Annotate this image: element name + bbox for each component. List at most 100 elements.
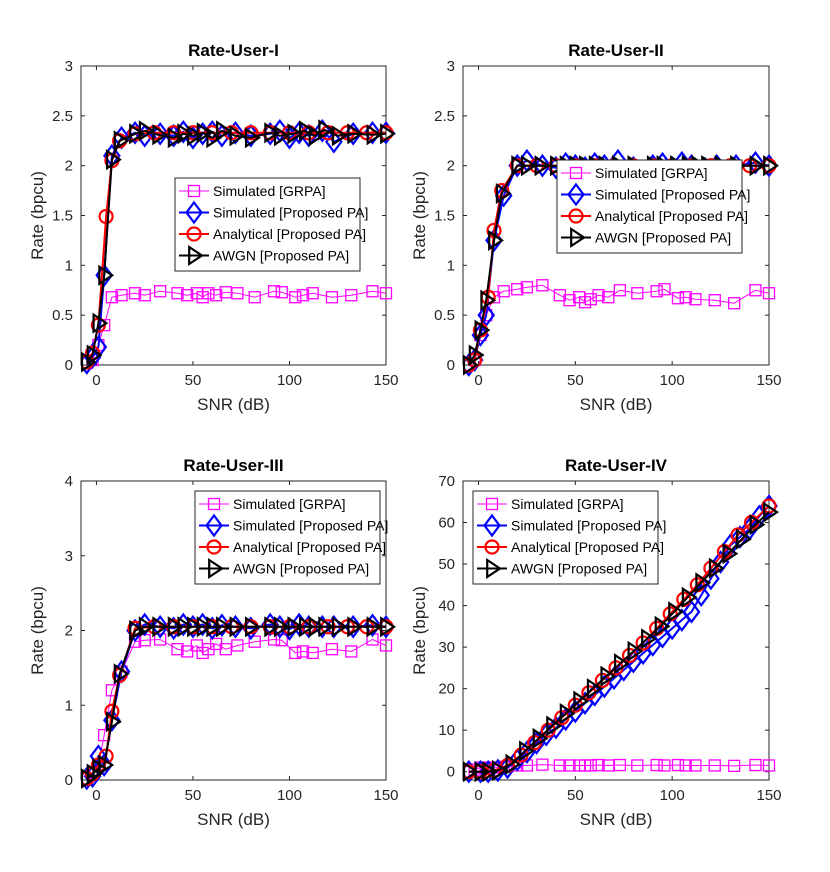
x-tick-label: 100 — [277, 372, 302, 389]
data-point-triangle-right — [113, 130, 130, 152]
data-point-triangle-right — [299, 616, 315, 638]
chart-title: Rate-User-I — [188, 41, 279, 60]
data-point-triangle-right — [735, 528, 752, 550]
x-tick-label: 100 — [660, 372, 685, 389]
data-point-triangle-right — [129, 619, 146, 642]
legend-marker-triangle-right — [570, 226, 586, 249]
data-point-triangle-right — [299, 120, 315, 142]
data-point-triangle-right — [244, 616, 261, 638]
data-point-square — [379, 287, 393, 300]
data-point-triangle-right — [695, 572, 712, 594]
series-group — [463, 494, 779, 784]
data-point-square — [658, 283, 671, 296]
x-tick-label: 150 — [373, 787, 398, 804]
y-tick-label: 40 — [438, 598, 455, 615]
data-point-triangle-right — [488, 229, 504, 251]
y-tick-label: 2.5 — [52, 108, 73, 125]
legend-label: Analytical [Proposed PA] — [213, 226, 366, 242]
data-point-square — [275, 286, 288, 299]
data-point-triangle-right — [308, 616, 325, 638]
legend-marker-diamond — [483, 513, 501, 538]
data-point-triangle-right — [105, 149, 122, 171]
y-tick-label: 1.5 — [434, 208, 455, 225]
data-point-triangle-right — [586, 678, 603, 700]
data-point-triangle-right — [177, 123, 194, 145]
data-point-triangle-right — [216, 120, 232, 142]
legend-marker-circle — [206, 539, 222, 555]
data-point-square — [202, 287, 215, 300]
legend-marker-diamond — [205, 513, 223, 538]
y-tick-label: 2 — [65, 158, 73, 175]
chart-panel-3: Rate-User-III 0 50 100 150 0 1 2 3 4 SNR (dB) Rate … — [28, 456, 399, 829]
y-tick-label: 1 — [65, 257, 73, 274]
data-point-triangle-right — [113, 663, 130, 685]
y-tick-label: 0 — [65, 772, 73, 789]
data-point-triangle-right — [480, 289, 497, 311]
legend-marker-square — [187, 184, 201, 198]
data-point-square — [727, 759, 741, 773]
data-point-triangle-right — [86, 344, 103, 366]
data-point-square — [248, 635, 261, 648]
legend-label: Simulated [Proposed PA] — [233, 518, 388, 534]
data-point-square — [727, 297, 741, 310]
data-point-triangle-right — [532, 727, 549, 750]
series-group — [81, 612, 396, 791]
data-point-square — [762, 759, 776, 772]
data-point-square — [115, 289, 128, 302]
data-point-triangle-right — [559, 703, 576, 725]
chart-title: Rate-User-IV — [565, 456, 668, 475]
legend: Simulated [GRPA] Simulated [Proposed PA] A… — [472, 490, 666, 585]
data-point-square — [497, 285, 510, 298]
data-point-square — [650, 758, 663, 772]
data-point-triangle-right — [347, 616, 364, 638]
x-tick-label: 0 — [92, 372, 100, 389]
data-point-triangle-right — [264, 122, 281, 144]
data-point-square — [138, 289, 151, 302]
data-point-triangle-right — [491, 759, 508, 781]
data-point-square — [584, 293, 597, 306]
legend-marker-square — [485, 497, 499, 511]
legend-label: AWGN [Proposed PA] — [511, 561, 647, 577]
data-point-triangle-right — [138, 120, 155, 142]
data-point-square — [128, 287, 142, 300]
legend: Simulated [GRPA] Simulated [Proposed PA] A… — [556, 159, 750, 254]
data-point-triangle-right — [273, 616, 290, 638]
data-point-triangle-right — [534, 155, 551, 177]
y-tick-label: 1 — [65, 697, 73, 714]
data-point-triangle-right — [668, 601, 685, 623]
y-axis-label: Rate (bpcu) — [28, 586, 47, 675]
x-tick-label: 50 — [185, 372, 202, 389]
data-point-triangle-right — [749, 155, 766, 177]
legend-marker-triangle-right — [208, 557, 224, 580]
data-point-triangle-right — [482, 761, 499, 783]
data-point-triangle-right — [105, 711, 122, 733]
legend-label: AWGN [Proposed PA] — [233, 561, 369, 577]
data-point-square — [631, 287, 644, 300]
y-tick-label: 0 — [447, 764, 455, 781]
data-point-square — [289, 291, 302, 304]
data-point-triangle-right — [366, 124, 383, 146]
data-point-triangle-right — [229, 125, 246, 147]
data-point-triangle-right — [187, 125, 203, 147]
data-point-square — [536, 279, 549, 292]
data-point-square — [679, 291, 692, 304]
data-point-square — [613, 758, 627, 772]
data-point-diamond — [151, 614, 170, 639]
y-tick-label: 0 — [447, 357, 455, 374]
y-axis-label: Rate (bpcu) — [410, 586, 429, 675]
chart-title: Rate-User-II — [568, 41, 663, 60]
data-point-square — [231, 639, 244, 652]
y-tick-label: 0.5 — [434, 307, 455, 324]
data-point-triangle-right — [138, 616, 155, 638]
data-point-square — [366, 285, 379, 298]
x-tick-label: 50 — [567, 372, 584, 389]
data-point-triangle-right — [347, 123, 364, 145]
data-point-square — [248, 291, 261, 304]
x-tick-label: 50 — [567, 787, 584, 804]
data-point-triangle-right — [244, 127, 261, 149]
data-point-triangle-right — [380, 123, 396, 145]
data-point-square — [708, 759, 721, 772]
data-point-triangle-right — [749, 514, 766, 536]
data-point-square — [592, 758, 605, 772]
